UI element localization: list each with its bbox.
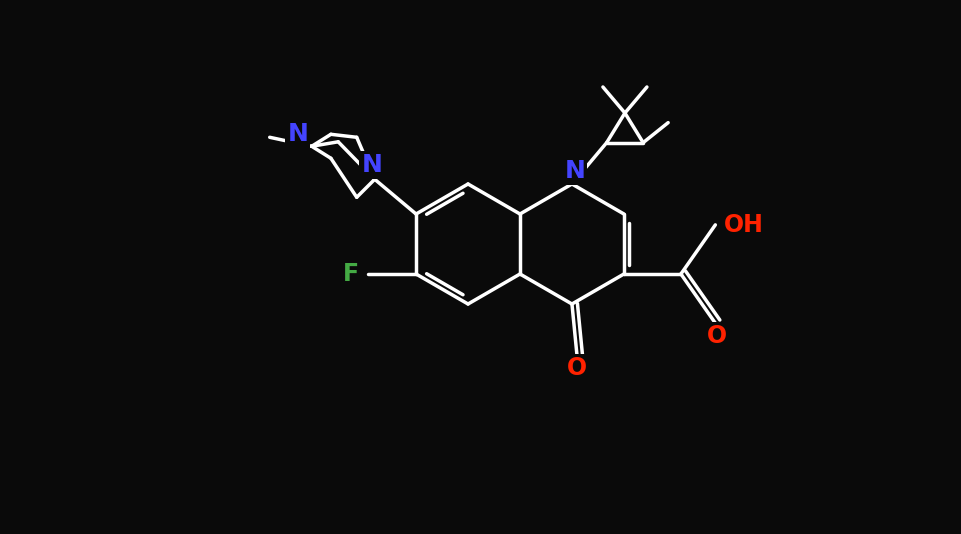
Text: O: O: [567, 356, 587, 380]
Text: F: F: [343, 262, 359, 286]
Text: O: O: [707, 324, 727, 348]
Text: N: N: [564, 159, 585, 183]
Text: N: N: [287, 122, 308, 146]
Text: OH: OH: [724, 213, 763, 237]
Text: N: N: [361, 153, 382, 177]
